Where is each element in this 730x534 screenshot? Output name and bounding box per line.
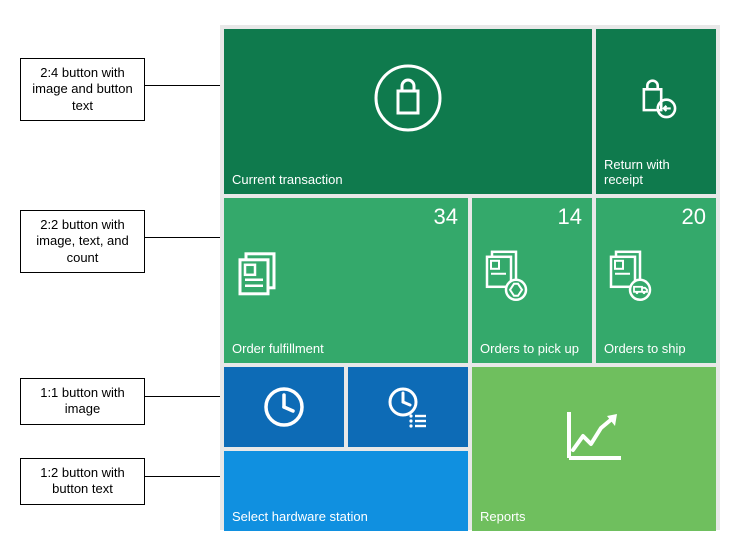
tile-select-hardware-station[interactable]: Select hardware station — [224, 451, 468, 531]
tile-current-transaction[interactable]: Current transaction — [224, 29, 592, 194]
chart-up-icon — [559, 406, 629, 466]
tile-label: Return with receipt — [604, 157, 708, 188]
tile-label: Orders to pick up — [480, 341, 579, 357]
callout-line — [145, 237, 220, 238]
callout-line — [145, 476, 220, 477]
callout-line — [145, 396, 220, 397]
tile-grid: Current transaction Return with receipt … — [220, 25, 720, 530]
tile-count: 14 — [558, 204, 582, 230]
tile-return-receipt[interactable]: Return with receipt — [596, 29, 716, 194]
tile-count: 20 — [682, 204, 706, 230]
callout-2-2: 2:2 button with image, text, and count — [20, 210, 145, 273]
clock-icon — [262, 385, 306, 429]
tile-label: Reports — [480, 509, 526, 525]
tile-clock[interactable] — [224, 367, 344, 447]
clock-list-icon — [386, 385, 430, 429]
tile-label: Orders to ship — [604, 341, 686, 357]
order-ship-icon — [608, 249, 654, 301]
order-pickup-icon — [484, 249, 530, 301]
tile-orders-pickup[interactable]: 14 Orders to pick up — [472, 198, 592, 363]
tile-orders-ship[interactable]: 20 Orders to ship — [596, 198, 716, 363]
tile-reports[interactable]: Reports — [472, 367, 716, 531]
return-bag-icon — [630, 72, 682, 124]
callout-1-2: 1:2 button with button text — [20, 458, 145, 505]
tile-label: Select hardware station — [232, 509, 368, 525]
tile-label: Order fulfillment — [232, 341, 324, 357]
shopping-bag-icon — [373, 63, 443, 133]
tile-order-fulfillment[interactable]: 34 Order fulfillment — [224, 198, 468, 363]
tile-count: 34 — [434, 204, 458, 230]
callout-1-1: 1:1 button with image — [20, 378, 145, 425]
tile-label: Current transaction — [232, 172, 343, 188]
tile-clock-list[interactable] — [348, 367, 468, 447]
callout-2-4: 2:4 button with image and button text — [20, 58, 145, 121]
callout-line — [145, 85, 220, 86]
order-document-icon — [236, 249, 282, 301]
